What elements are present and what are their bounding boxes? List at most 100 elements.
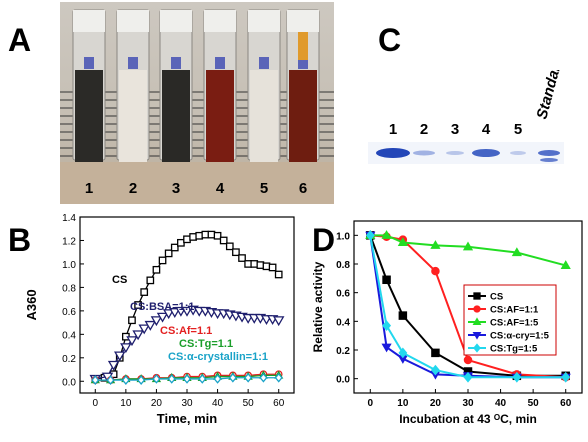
data-point xyxy=(228,372,237,383)
cuvette-blue-mark xyxy=(259,57,269,69)
data-point xyxy=(158,256,167,265)
panel-label-a: A xyxy=(8,22,32,58)
x-tick-label: 50 xyxy=(243,398,255,409)
gel-band xyxy=(413,150,435,156)
data-point xyxy=(213,374,222,384)
y-tick-label: 1.0 xyxy=(336,231,350,242)
panel-label-c: C xyxy=(378,22,402,58)
cuvette-liquid xyxy=(75,70,103,162)
x-tick-label: 50 xyxy=(528,398,540,409)
cuvette-liquid xyxy=(289,70,317,162)
data-point xyxy=(132,330,144,341)
x-tick-label: 20 xyxy=(151,398,163,409)
x-axis-label: Incubation at 43 ᴼC, min xyxy=(399,412,537,426)
legend: CS CS:AF=1:1 CS:AF=1:5 CS:α-cry=1:5 CS:Tg=1:… xyxy=(463,284,557,356)
lane-label: 1 xyxy=(389,121,397,138)
data-point xyxy=(268,263,277,272)
gel-band xyxy=(540,158,558,162)
cuvette-cap xyxy=(248,10,280,32)
y-tick-label: 0.2 xyxy=(336,346,350,357)
gel-image: 1 2 3 4 5 Standards xyxy=(368,70,569,164)
legend-label: CS:Tg=1:5 xyxy=(490,344,538,355)
data-point xyxy=(106,375,115,385)
legend-marker xyxy=(473,305,481,313)
cuvette xyxy=(72,9,106,162)
series-label: CS xyxy=(112,274,127,286)
axes: 0 10 20 30 40 50 60 0.0 0.2 0.4 0.6 0.8 1.0 xyxy=(336,231,572,409)
y-tick-label: 0.0 xyxy=(336,375,350,386)
tube-label: 5 xyxy=(260,180,268,197)
data-point xyxy=(238,254,246,262)
data-point xyxy=(381,343,392,353)
data-point xyxy=(512,371,522,383)
data-point xyxy=(382,275,391,285)
data-point xyxy=(183,235,191,244)
data-point xyxy=(274,270,283,279)
data-point xyxy=(219,236,228,245)
x-tick-label: 30 xyxy=(181,398,193,409)
data-point xyxy=(189,233,197,241)
x-tick-label: 30 xyxy=(462,398,474,409)
data-point xyxy=(140,288,149,296)
cuvette-blue-mark xyxy=(84,57,94,69)
data-point xyxy=(167,374,176,384)
data-point xyxy=(152,265,161,274)
series xyxy=(365,230,571,269)
data-point xyxy=(207,230,216,239)
lane-label: 3 xyxy=(451,121,459,138)
data-point xyxy=(431,348,440,358)
tube-label: 1 xyxy=(85,180,93,197)
data-point xyxy=(430,364,440,376)
chart-d: 0 10 20 30 40 50 60 0.0 0.2 0.4 0.6 0.8 1.0 Incubatio… xyxy=(311,220,583,426)
cuvette-cap xyxy=(117,10,149,32)
data-point xyxy=(181,306,193,317)
cuvette-cap xyxy=(204,10,236,32)
lane-label: 4 xyxy=(482,121,491,138)
y-tick-label: 0.4 xyxy=(62,330,76,341)
data-point xyxy=(398,347,408,359)
data-point xyxy=(250,260,259,268)
x-tick-label: 0 xyxy=(93,398,99,409)
y-tick-label: 1.0 xyxy=(62,260,76,271)
cuvette-orange-drop xyxy=(298,32,308,60)
y-tick-label: 0.8 xyxy=(62,283,76,294)
x-tick-label: 10 xyxy=(120,398,132,409)
y-tick-label: 1.2 xyxy=(62,236,76,247)
data-point xyxy=(274,372,283,383)
y-tick-label: 0.4 xyxy=(336,317,350,328)
y-axis-label: Relative activity xyxy=(311,261,325,352)
data-point xyxy=(152,374,161,384)
series xyxy=(91,372,283,385)
cuvette-blue-mark xyxy=(298,57,308,69)
data-point xyxy=(259,372,268,383)
cuvette-cap xyxy=(160,10,192,32)
axes: 0 10 20 30 40 50 60 0.0 0.2 0.4 0.6 0.8 1.0 1.2 1.4 xyxy=(62,213,285,409)
data-point xyxy=(134,301,142,309)
gel-band xyxy=(538,150,560,156)
y-tick-label: 0.2 xyxy=(62,354,76,365)
data-point xyxy=(170,243,179,252)
series-label: CS:BSA=1:1 xyxy=(130,301,195,313)
data-point xyxy=(91,375,100,385)
data-point xyxy=(126,336,138,347)
chart-b: 0 10 20 30 40 50 60 0.0 0.2 0.4 0.6 0.8 1.0 1.2 1.4 Tim… xyxy=(24,213,295,426)
data-point xyxy=(164,249,173,258)
data-point xyxy=(365,229,375,241)
data-point xyxy=(182,374,192,384)
data-point xyxy=(244,372,253,383)
legend-label: CS:AF=1:5 xyxy=(490,318,539,329)
photo-table xyxy=(60,162,334,204)
data-point xyxy=(138,324,150,335)
cuvette xyxy=(116,9,150,162)
series-label: CS:Tg=1.1 xyxy=(179,338,233,350)
data-point xyxy=(431,266,440,276)
data-point xyxy=(382,320,392,331)
cuvette-blue-mark xyxy=(215,57,225,69)
standards-label: Standards xyxy=(533,70,568,121)
cuvette-liquid xyxy=(206,70,234,162)
data-point xyxy=(177,238,185,247)
data-point xyxy=(150,316,163,327)
data-point xyxy=(463,355,473,365)
data-point xyxy=(146,276,155,285)
tube-label: 3 xyxy=(172,180,180,197)
